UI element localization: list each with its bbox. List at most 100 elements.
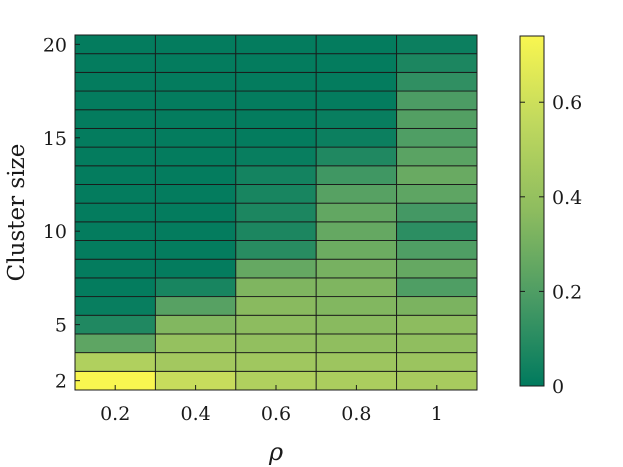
heatmap-cell xyxy=(315,127,398,148)
heatmap-cell xyxy=(315,277,398,298)
heatmap-cells xyxy=(74,34,478,391)
heatmap-cell xyxy=(235,314,317,335)
heatmap-cell xyxy=(74,90,156,111)
heatmap-cell xyxy=(74,240,156,260)
y-tick-label: 10 xyxy=(43,221,67,243)
heatmap-cell xyxy=(396,53,478,73)
colorbar-tick-label: 0.2 xyxy=(552,281,582,303)
heatmap-cell xyxy=(74,146,156,167)
y-tick-label: 5 xyxy=(55,315,67,337)
x-tick-label: 0.2 xyxy=(100,403,130,425)
heatmap-cell xyxy=(154,146,237,167)
x-axis-label: ρ xyxy=(268,438,283,466)
heatmap-cell xyxy=(235,202,317,223)
heatmap-cell xyxy=(396,296,478,316)
colorbar-ticks: 0 0.2 0.4 0.6 xyxy=(520,92,582,398)
heatmap-cell xyxy=(154,314,237,335)
heatmap-cell xyxy=(154,184,237,204)
heatmap-cell xyxy=(74,71,156,92)
heatmap-cell xyxy=(396,314,478,335)
heatmap-cell xyxy=(74,53,156,73)
heatmap-cell xyxy=(315,240,398,260)
heatmap-cell xyxy=(396,221,478,241)
heatmap-cell xyxy=(154,202,237,223)
heatmap-cell xyxy=(154,127,237,148)
heatmap-cell xyxy=(396,333,478,354)
heatmap-cell xyxy=(315,352,398,372)
x-tick-label: 0.8 xyxy=(341,403,371,425)
heatmap-cell xyxy=(315,184,398,204)
heatmap-cell xyxy=(154,258,237,279)
heatmap-cell xyxy=(235,109,317,129)
y-tick-label: 20 xyxy=(43,34,67,56)
heatmap-cell xyxy=(315,165,398,185)
heatmap-cell xyxy=(235,34,317,55)
heatmap-cell xyxy=(315,90,398,111)
heatmap-cell xyxy=(235,352,317,372)
heatmap-cell xyxy=(396,352,478,372)
y-axis-ticks: 2 5 10 15 20 xyxy=(43,34,80,393)
heatmap-cell xyxy=(235,165,317,185)
heatmap-cell xyxy=(74,314,156,335)
y-tick-label: 2 xyxy=(55,371,67,393)
heatmap-cell xyxy=(315,146,398,167)
heatmap-cell xyxy=(74,127,156,148)
heatmap-cell xyxy=(235,277,317,298)
y-tick-label: 15 xyxy=(43,128,67,150)
colorbar-tick-label: 0.6 xyxy=(552,92,582,114)
heatmap-cell xyxy=(396,109,478,129)
heatmap-cell xyxy=(235,221,317,241)
heatmap-cell xyxy=(315,202,398,223)
heatmap-cell xyxy=(235,146,317,167)
heatmap-cell xyxy=(396,184,478,204)
heatmap-cell xyxy=(154,109,237,129)
heatmap-cell xyxy=(74,333,156,354)
heatmap-cell xyxy=(154,165,237,185)
heatmap-cell xyxy=(74,184,156,204)
heatmap-cell xyxy=(396,146,478,167)
heatmap-cell xyxy=(315,109,398,129)
heatmap-cell xyxy=(396,202,478,223)
heatmap-cell xyxy=(154,221,237,241)
heatmap-cell xyxy=(396,127,478,148)
heatmap-cell xyxy=(74,277,156,298)
heatmap-cell xyxy=(74,34,156,55)
heatmap-cell xyxy=(154,90,237,111)
heatmap-cell xyxy=(396,34,478,55)
heatmap-cell xyxy=(396,258,478,279)
heatmap-cell xyxy=(235,333,317,354)
heatmap-cell xyxy=(235,90,317,111)
heatmap-cell xyxy=(396,90,478,111)
heatmap-cell xyxy=(315,71,398,92)
x-tick-label: 1 xyxy=(431,403,443,425)
heatmap-cell xyxy=(235,127,317,148)
heatmap-cell xyxy=(154,333,237,354)
x-axis-ticks: 0.2 0.4 0.6 0.8 1 xyxy=(100,385,443,425)
heatmap-cell xyxy=(74,296,156,316)
heatmap-cell xyxy=(396,240,478,260)
heatmap-cell xyxy=(235,240,317,260)
heatmap-cell xyxy=(315,34,398,55)
heatmap-cell xyxy=(396,71,478,92)
heatmap-cell xyxy=(315,221,398,241)
heatmap-cell xyxy=(154,34,237,55)
colorbar-tick-label: 0.4 xyxy=(552,187,582,209)
heatmap-cell xyxy=(235,71,317,92)
heatmap-cell xyxy=(315,333,398,354)
heatmap-cell xyxy=(315,296,398,316)
colorbar-tick-label: 0 xyxy=(552,376,564,398)
heatmap-cell xyxy=(74,221,156,241)
heatmap-cell xyxy=(235,184,317,204)
heatmap-cell xyxy=(154,277,237,298)
heatmap-cell xyxy=(154,240,237,260)
heatmap-cell xyxy=(74,258,156,279)
heatmap-cell xyxy=(235,258,317,279)
heatmap-cell xyxy=(154,53,237,73)
heatmap-cell xyxy=(315,53,398,73)
heatmap-cell xyxy=(396,165,478,185)
heatmap-cell xyxy=(396,277,478,298)
colorbar xyxy=(519,35,545,387)
heatmap-cell xyxy=(235,296,317,316)
heatmap-cell xyxy=(235,53,317,73)
heatmap-cell xyxy=(315,258,398,279)
